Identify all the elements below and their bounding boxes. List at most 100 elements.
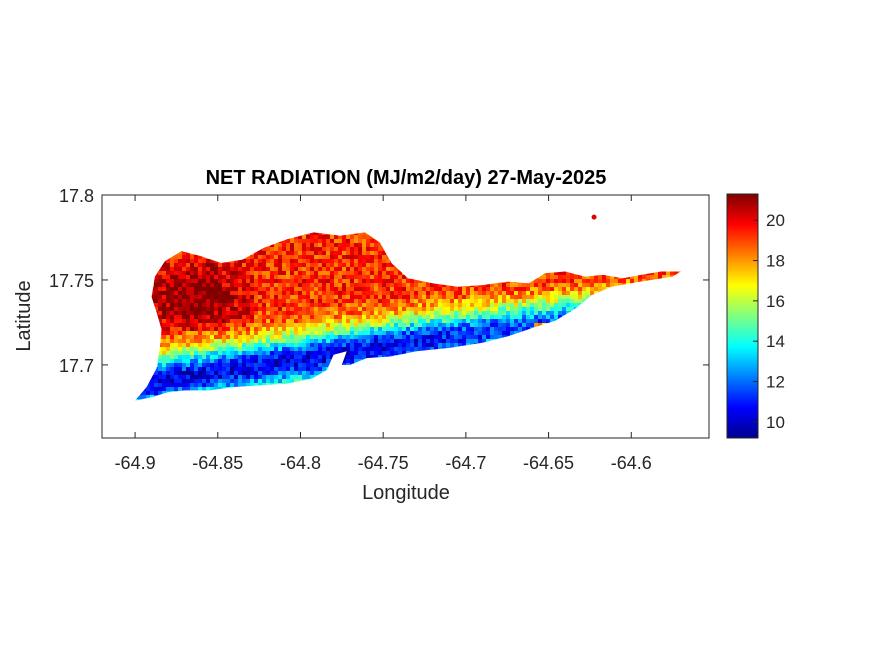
field-cell (394, 303, 399, 308)
field-cell (506, 319, 511, 324)
field-cell (414, 287, 419, 292)
field-cell (494, 343, 499, 348)
field-cell (354, 283, 359, 288)
field-cell (630, 243, 635, 248)
field-cell (326, 227, 330, 231)
field-cell (130, 347, 134, 351)
field-cell (266, 232, 271, 236)
field-cell (626, 283, 631, 288)
field-cell (402, 351, 407, 356)
field-cell (590, 307, 595, 312)
field-cell (374, 347, 379, 352)
field-cell (322, 251, 327, 256)
field-cell (314, 223, 318, 227)
field-cell (266, 307, 271, 312)
field-cell (470, 243, 475, 248)
field-cell (234, 247, 239, 252)
field-cell (358, 219, 362, 223)
field-cell (558, 227, 562, 231)
field-cell (218, 355, 223, 360)
field-cell (530, 319, 535, 324)
field-cell (186, 283, 191, 288)
field-cell (686, 227, 690, 231)
field-cell (554, 335, 559, 340)
field-cell (318, 227, 322, 231)
field-cell (226, 339, 231, 344)
field-cell (138, 311, 143, 316)
field-cell (422, 331, 427, 336)
field-cell (170, 303, 175, 308)
field-cell (510, 291, 515, 296)
field-cell (690, 347, 694, 351)
field-cell (186, 355, 191, 360)
field-cell (530, 279, 535, 284)
field-cell (306, 232, 311, 236)
field-cell (438, 299, 443, 304)
field-cell (146, 223, 150, 227)
field-cell (258, 311, 263, 316)
field-cell (630, 239, 635, 244)
field-cell (194, 259, 199, 264)
field-cell (246, 339, 251, 344)
field-cell (378, 271, 383, 276)
field-cell (386, 247, 391, 252)
field-cell (618, 239, 623, 244)
field-cell (146, 232, 151, 236)
field-cell (146, 303, 151, 308)
field-cell (378, 283, 383, 288)
field-cell (214, 232, 219, 236)
field-cell (390, 291, 395, 296)
field-cell (390, 339, 395, 344)
field-cell (266, 351, 271, 356)
field-cell (502, 227, 506, 231)
field-cell (362, 227, 366, 231)
field-cell (346, 232, 351, 236)
field-cell (606, 291, 611, 296)
field-cell (446, 243, 451, 248)
field-cell (266, 347, 271, 352)
field-cell (354, 319, 359, 324)
field-cell (586, 271, 591, 276)
field-cell (130, 247, 134, 251)
field-cell (670, 271, 675, 276)
field-cell (570, 307, 575, 312)
field-cell (354, 223, 358, 227)
field-cell (418, 343, 423, 348)
field-cell (490, 275, 495, 280)
field-cell (426, 279, 431, 284)
field-cell (502, 319, 507, 324)
field-cell (470, 223, 474, 227)
field-cell (466, 323, 471, 328)
field-cell (486, 299, 491, 304)
field-cell (370, 243, 375, 248)
field-cell (350, 291, 355, 296)
field-cell (650, 295, 655, 300)
field-cell (242, 295, 247, 300)
field-cell (566, 283, 571, 288)
field-cell (234, 263, 239, 268)
field-cell (406, 232, 411, 236)
field-cell (678, 307, 681, 312)
field-cell (610, 319, 615, 324)
field-cell (294, 227, 298, 231)
field-cell (562, 291, 567, 296)
field-cell (282, 319, 287, 324)
field-cell (366, 311, 371, 316)
field-cell (250, 255, 255, 260)
field-cell (630, 255, 635, 260)
field-cell (458, 227, 462, 231)
field-cell (270, 223, 274, 227)
field-cell (354, 215, 358, 219)
field-cell (270, 295, 275, 300)
field-cell (434, 291, 439, 296)
field-cell (254, 283, 259, 288)
field-cell (594, 323, 599, 328)
field-cell (670, 259, 675, 264)
field-cell (230, 235, 235, 240)
field-cell (350, 255, 355, 260)
field-cell (554, 279, 559, 284)
field-cell (374, 343, 379, 348)
field-cell (162, 243, 167, 248)
field-cell (378, 223, 382, 227)
field-cell (418, 263, 423, 268)
